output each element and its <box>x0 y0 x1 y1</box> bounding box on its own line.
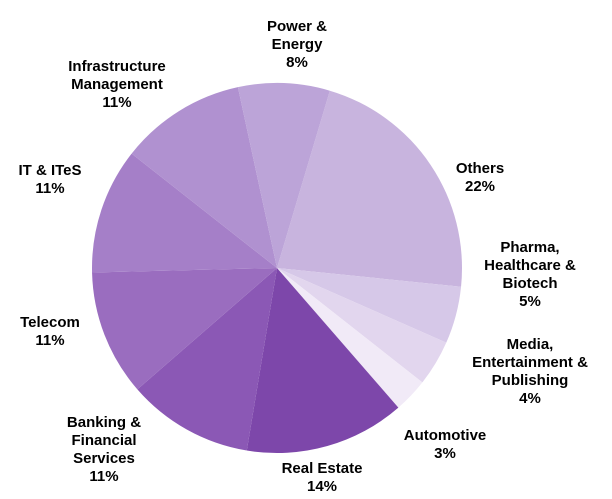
percent-label: 11% <box>35 180 65 197</box>
pie-slice <box>246 268 399 453</box>
pie-slice <box>237 82 330 268</box>
slice-label: Banking & Financial Services 11% <box>49 414 159 486</box>
slice-label: Power & Energy 8% <box>247 18 347 72</box>
percent-label: 14% <box>306 478 338 495</box>
slice-label: Automotive 3% <box>390 427 500 463</box>
percent-label: 11% <box>102 94 132 111</box>
percent-label: 5% <box>519 293 541 310</box>
slice-label: IT & ITeS 11% <box>0 162 100 198</box>
pie-slice <box>137 268 277 451</box>
pie-slice <box>277 268 462 343</box>
slice-label: Media, Entertainment & Publishing 4% <box>465 336 595 408</box>
percent-label: 22% <box>464 178 496 195</box>
pie-slice <box>92 268 277 390</box>
slice-label: Real Estate 14% <box>267 460 377 496</box>
category-name: Banking & Financial Services <box>66 414 142 467</box>
pie-slice <box>92 153 277 273</box>
slice-label: Infrastructure Management 11% <box>32 58 202 112</box>
category-name: Power & Energy <box>266 18 327 53</box>
category-name: Infrastructure Management <box>68 58 166 93</box>
percent-label: 8% <box>286 54 308 71</box>
category-name: Media, Entertainment & Publishing <box>472 336 588 389</box>
pie-slice <box>277 268 423 408</box>
category-name: Others <box>455 160 505 177</box>
percent-label: 11% <box>89 468 119 485</box>
category-name: Pharma, Healthcare & Biotech <box>484 239 576 292</box>
category-name: Real Estate <box>281 460 363 477</box>
category-name: Telecom <box>20 314 80 331</box>
percent-label: 11% <box>35 332 65 349</box>
pie-slice <box>131 87 277 268</box>
pie-slice <box>277 90 462 287</box>
category-name: IT & ITeS <box>18 162 82 179</box>
slice-label: Telecom 11% <box>5 314 95 350</box>
percent-label: 4% <box>519 390 541 407</box>
slice-label: Pharma, Healthcare & Biotech 5% <box>470 239 590 311</box>
pie-slice <box>277 268 447 383</box>
slice-label: Others 22% <box>430 160 530 196</box>
percent-label: 3% <box>434 445 456 462</box>
category-name: Automotive <box>403 427 487 444</box>
